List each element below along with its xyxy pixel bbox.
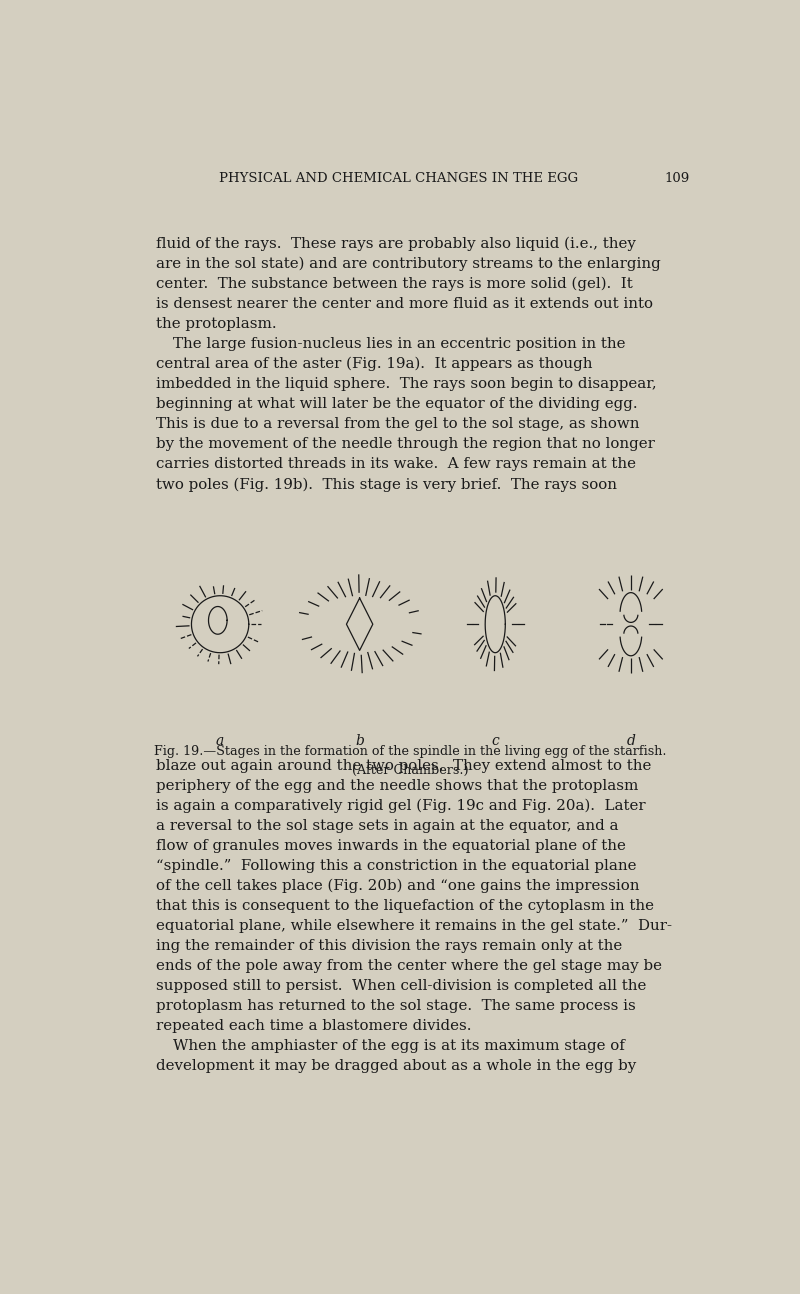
Text: a: a xyxy=(216,734,224,748)
Text: b: b xyxy=(355,734,364,748)
Text: is again a comparatively rigid gel (Fig. 19c and Fig. 20a).  Later: is again a comparatively rigid gel (Fig.… xyxy=(156,798,646,814)
Text: repeated each time a blastomere divides.: repeated each time a blastomere divides. xyxy=(156,1020,471,1033)
Text: PHYSICAL AND CHEMICAL CHANGES IN THE EGG: PHYSICAL AND CHEMICAL CHANGES IN THE EGG xyxy=(219,172,578,185)
Text: This is due to a reversal from the gel to the sol stage, as shown: This is due to a reversal from the gel t… xyxy=(156,417,639,431)
Text: (After Chambers.): (After Chambers.) xyxy=(352,763,468,776)
Text: equatorial plane, while elsewhere it remains in the gel state.”  Dur-: equatorial plane, while elsewhere it rem… xyxy=(156,919,672,933)
Text: d: d xyxy=(626,734,635,748)
Text: ing the remainder of this division the rays remain only at the: ing the remainder of this division the r… xyxy=(156,939,622,954)
Text: is densest nearer the center and more fluid as it extends out into: is densest nearer the center and more fl… xyxy=(156,296,653,311)
Text: carries distorted threads in its wake.  A few rays remain at the: carries distorted threads in its wake. A… xyxy=(156,457,636,471)
Text: two poles (Fig. 19b).  This stage is very brief.  The rays soon: two poles (Fig. 19b). This stage is very… xyxy=(156,477,617,492)
Text: fluid of the rays.  These rays are probably also liquid (i.e., they: fluid of the rays. These rays are probab… xyxy=(156,237,636,251)
Text: blaze out again around the two poles.  They extend almost to the: blaze out again around the two poles. Th… xyxy=(156,760,651,773)
Text: 109: 109 xyxy=(664,172,690,185)
Text: beginning at what will later be the equator of the dividing egg.: beginning at what will later be the equa… xyxy=(156,397,638,411)
Text: Fig. 19.—Stages in the formation of the spindle in the living egg of the starfis: Fig. 19.—Stages in the formation of the … xyxy=(154,745,666,758)
Text: center.  The substance between the rays is more solid (gel).  It: center. The substance between the rays i… xyxy=(156,277,633,291)
Text: central area of the aster (Fig. 19a).  It appears as though: central area of the aster (Fig. 19a). It… xyxy=(156,357,592,371)
Text: that this is consequent to the liquefaction of the cytoplasm in the: that this is consequent to the liquefact… xyxy=(156,899,654,914)
Text: ends of the pole away from the center where the gel stage may be: ends of the pole away from the center wh… xyxy=(156,959,662,973)
Text: periphery of the egg and the needle shows that the protoplasm: periphery of the egg and the needle show… xyxy=(156,779,638,793)
Text: of the cell takes place (Fig. 20b) and “one gains the impression: of the cell takes place (Fig. 20b) and “… xyxy=(156,879,639,893)
Text: a reversal to the sol stage sets in again at the equator, and a: a reversal to the sol stage sets in agai… xyxy=(156,819,618,833)
Text: by the movement of the needle through the region that no longer: by the movement of the needle through th… xyxy=(156,437,654,452)
Text: When the amphiaster of the egg is at its maximum stage of: When the amphiaster of the egg is at its… xyxy=(173,1039,625,1053)
Text: are in the sol state) and are contributory streams to the enlarging: are in the sol state) and are contributo… xyxy=(156,258,661,272)
Text: imbedded in the liquid sphere.  The rays soon begin to disappear,: imbedded in the liquid sphere. The rays … xyxy=(156,377,657,391)
Text: development it may be dragged about as a whole in the egg by: development it may be dragged about as a… xyxy=(156,1060,636,1073)
Text: c: c xyxy=(491,734,499,748)
Text: the protoplasm.: the protoplasm. xyxy=(156,317,277,331)
Text: flow of granules moves inwards in the equatorial plane of the: flow of granules moves inwards in the eq… xyxy=(156,839,626,853)
Text: protoplasm has returned to the sol stage.  The same process is: protoplasm has returned to the sol stage… xyxy=(156,999,635,1013)
Text: “spindle.”  Following this a constriction in the equatorial plane: “spindle.” Following this a constriction… xyxy=(156,859,636,873)
Text: The large fusion-nucleus lies in an eccentric position in the: The large fusion-nucleus lies in an ecce… xyxy=(173,336,626,351)
Text: supposed still to persist.  When cell-division is completed all the: supposed still to persist. When cell-div… xyxy=(156,980,646,994)
